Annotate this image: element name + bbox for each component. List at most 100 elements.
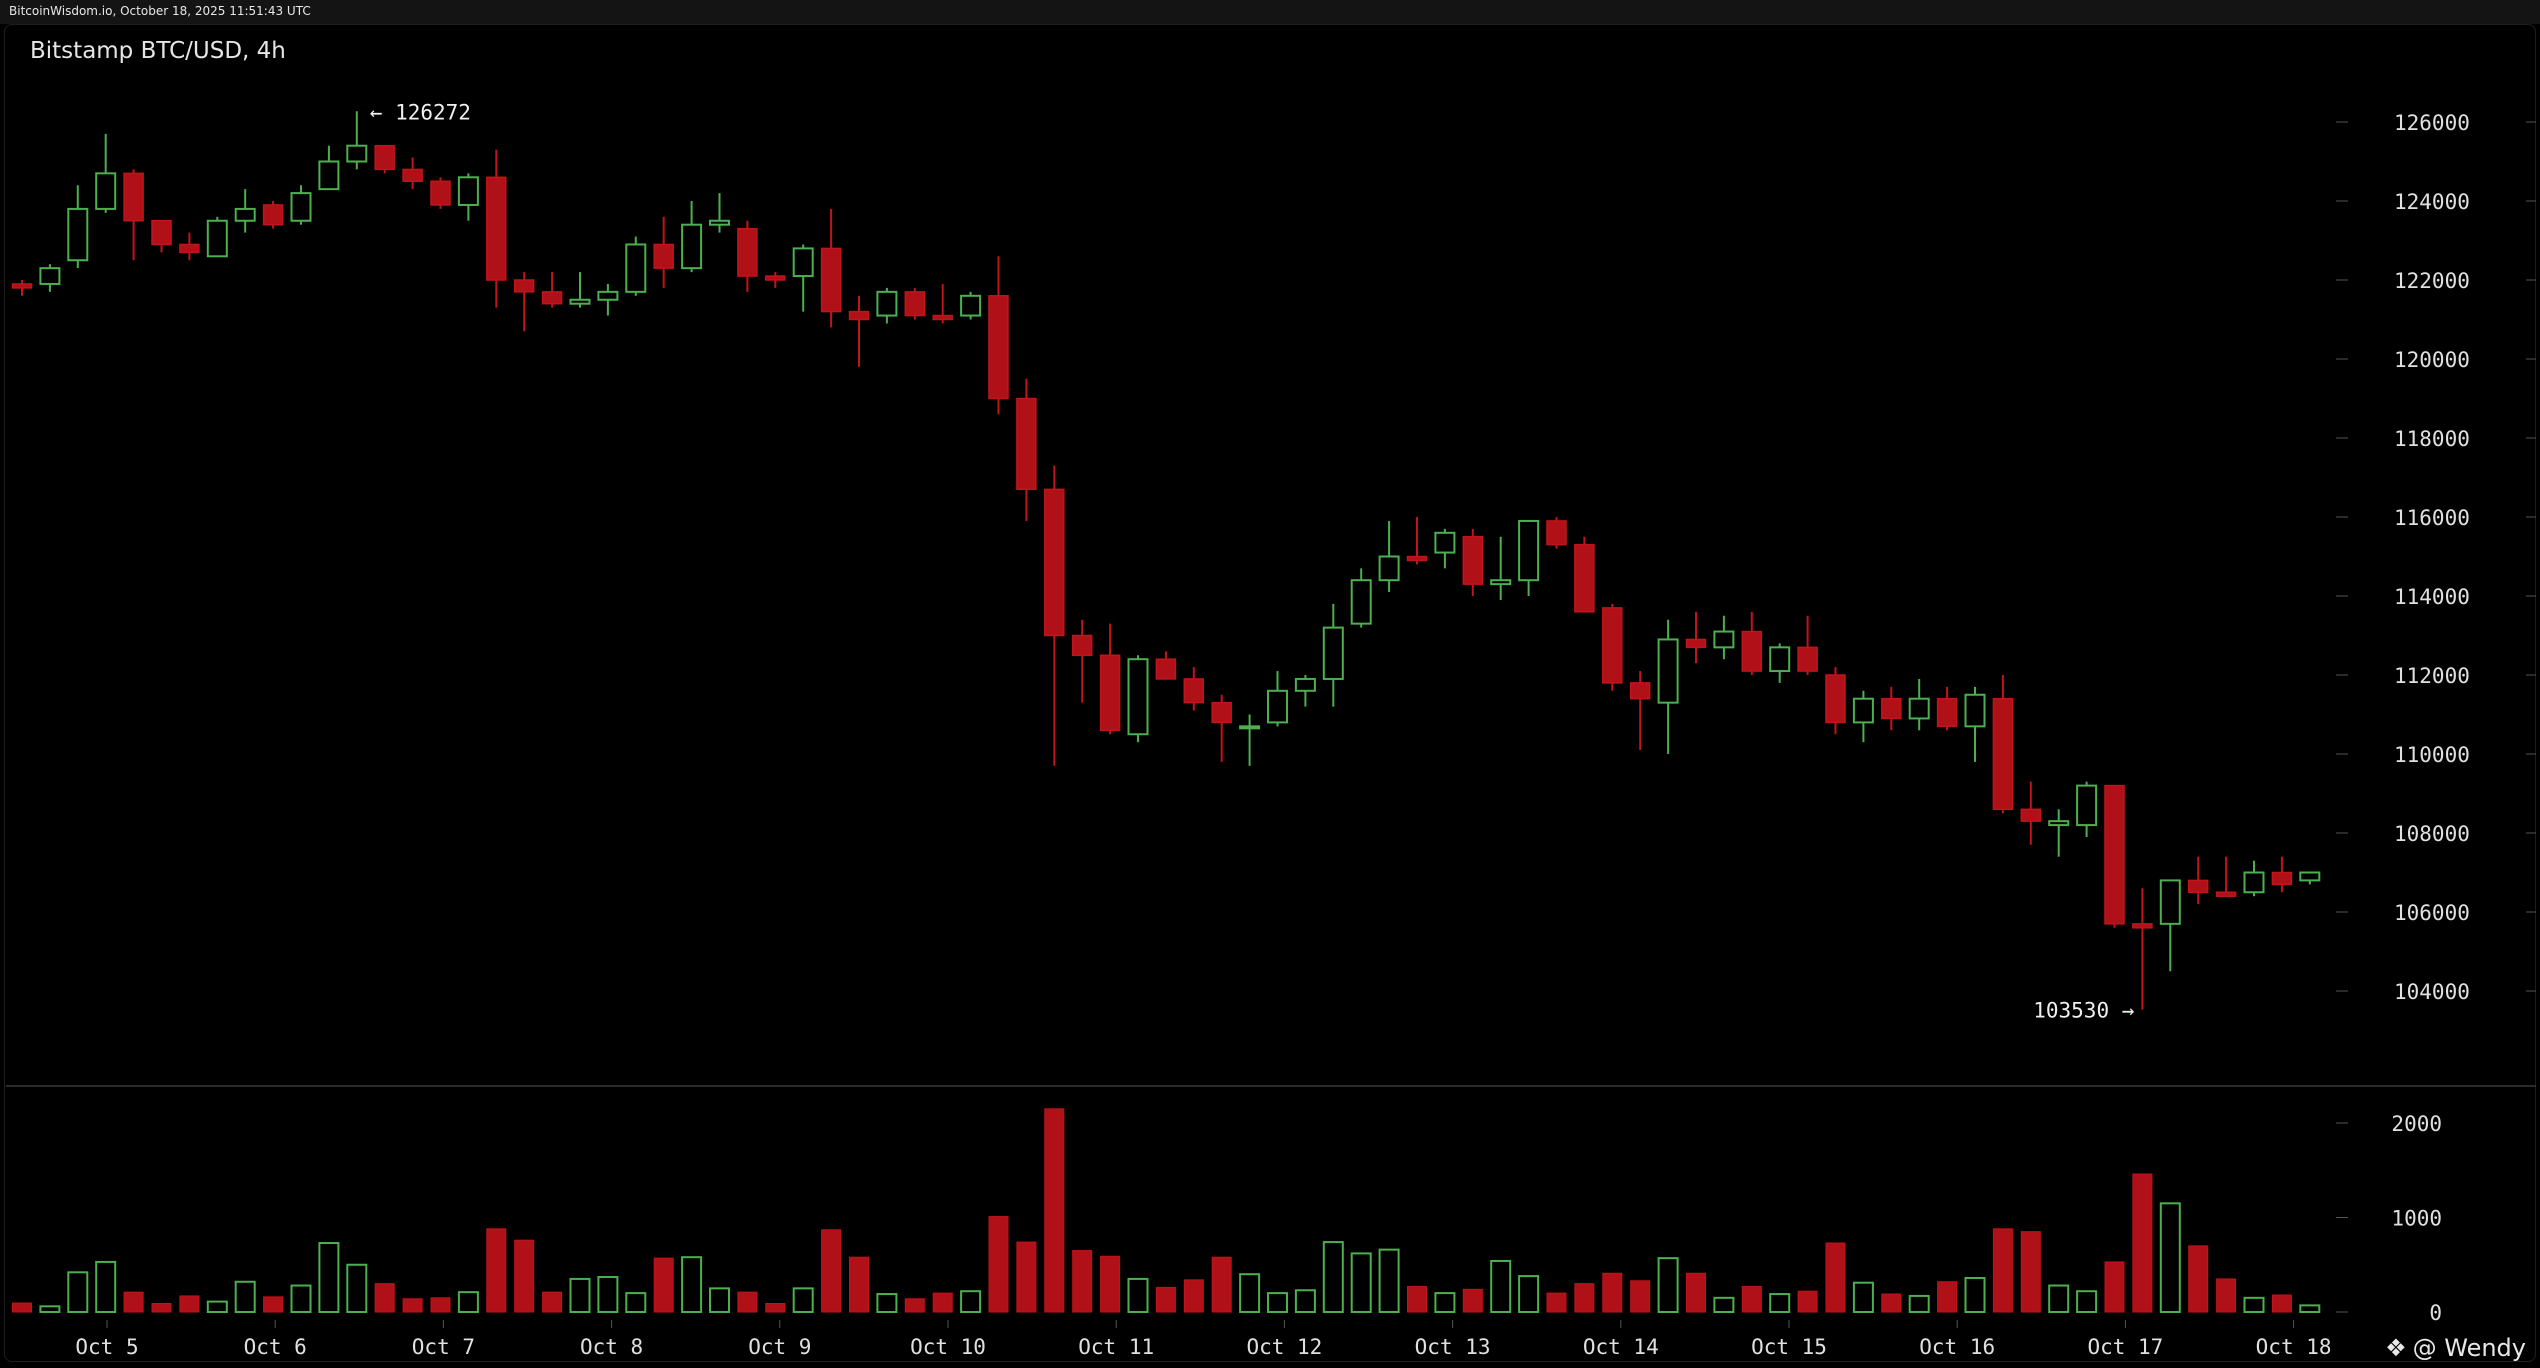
volume-bar-down	[1937, 1281, 1958, 1313]
volume-bar-up	[1350, 1252, 1372, 1314]
candle-body-up	[1434, 531, 1456, 554]
volume-bar-up	[1378, 1248, 1400, 1314]
candle-body-down	[653, 243, 674, 269]
candle-body-up	[1239, 725, 1261, 730]
time-tick-label: Oct 14	[1583, 1335, 1659, 1359]
time-tick-label: Oct 8	[580, 1335, 643, 1359]
price-tick-label: 114000	[2394, 585, 2470, 609]
volume-bar-down	[2020, 1231, 2041, 1313]
price-tick-label: 116000	[2394, 506, 2470, 530]
volume-bar-down	[821, 1229, 842, 1313]
price-tick-label: 122000	[2394, 269, 2470, 293]
candle-body-up	[1518, 519, 1540, 582]
candle-body-up	[1322, 626, 1344, 680]
volume-bar-down	[1072, 1250, 1093, 1313]
volume-bar-down	[1797, 1290, 1818, 1313]
volume-bar-down	[1407, 1285, 1427, 1313]
chart-title: Bitstamp BTC/USD, 4h	[30, 38, 286, 64]
candle-body-down	[1685, 638, 1707, 649]
watermark-text: @ Wendy	[2412, 1334, 2526, 1362]
volume-bar-down	[514, 1239, 535, 1313]
candle-body-down	[2215, 891, 2237, 897]
volume-bar-up	[2048, 1284, 2070, 1314]
volume-bar-up	[234, 1280, 256, 1314]
volume-bar-up	[2243, 1296, 2265, 1313]
candle-body-down	[1211, 701, 1232, 724]
candle-body-down	[486, 176, 507, 281]
time-tick-label: Oct 6	[244, 1335, 307, 1359]
volume-bar-down	[1211, 1256, 1232, 1313]
volume-bar-up	[681, 1256, 703, 1313]
volume-tick-label: 2000	[2391, 1112, 2442, 1136]
candle-body-down	[820, 247, 842, 313]
candle-body-down	[1741, 630, 1763, 672]
candle-body-up	[234, 207, 256, 222]
watermark: ❖ @ Wendy	[2385, 1334, 2526, 1362]
candle-body-down	[2132, 923, 2153, 929]
volume-bar-up	[569, 1277, 591, 1314]
volume-bar-down	[1992, 1228, 2013, 1313]
candle-body-up	[2243, 871, 2265, 894]
price-tick-label: 126000	[2394, 111, 2470, 135]
volume-bar-up	[290, 1284, 312, 1314]
volume-bar-up	[346, 1263, 368, 1313]
candle-body-up	[1657, 638, 1679, 704]
volume-bar-down	[12, 1302, 32, 1313]
volume-bar-down	[2216, 1278, 2237, 1313]
time-tick-label: Oct 11	[1078, 1335, 1154, 1359]
candle-body-down	[1406, 555, 1428, 562]
volume-bar-down	[1602, 1272, 1623, 1313]
volume-bar-up	[597, 1276, 619, 1314]
candle-body-up	[960, 294, 982, 317]
candle-body-down	[932, 314, 953, 321]
volume-bar-down	[2271, 1294, 2292, 1313]
volume-bar-up	[95, 1260, 117, 1314]
candle-body-down	[737, 227, 758, 277]
price-tick-label: 120000	[2394, 348, 2470, 372]
volume-bar-down	[1044, 1108, 1065, 1313]
volume-bar-down	[1741, 1285, 1762, 1313]
volume-bar-down	[849, 1256, 869, 1313]
candle-body-down	[2104, 784, 2125, 925]
price-tick-label: 106000	[2394, 901, 2470, 925]
price-axis: 104000 106000 108000 110000 112000 114000 1160…	[2336, 111, 2536, 1004]
volume-bar-down	[1686, 1272, 1706, 1313]
candle-body-down	[374, 144, 395, 171]
candle-body-down	[988, 295, 1009, 400]
time-tick-label: Oct 12	[1246, 1335, 1322, 1359]
volume-bar-down	[765, 1302, 786, 1313]
candle-body-up	[346, 144, 368, 163]
volume-bar-up	[1657, 1257, 1679, 1314]
volume-bars	[12, 1108, 2321, 1314]
price-tick-label: 118000	[2394, 427, 2470, 451]
candle-body-up	[2048, 820, 2070, 827]
volume-bar-up	[1239, 1273, 1261, 1313]
candle-body-up	[457, 176, 479, 206]
candle-body-up	[792, 247, 814, 278]
candle-body-down	[1546, 520, 1567, 546]
candle-body-up	[1294, 677, 1316, 692]
volume-tick-label: 1000	[2391, 1207, 2442, 1231]
candle-body-up	[95, 172, 117, 210]
candle-body-down	[1071, 634, 1093, 656]
candle-body-down	[2271, 871, 2293, 886]
volume-bar-down	[1630, 1280, 1651, 1313]
volume-bar-down	[1546, 1292, 1567, 1313]
candle-body-up	[1267, 689, 1288, 724]
volume-bar-down	[1825, 1242, 1846, 1313]
candle-body-down	[11, 283, 33, 289]
volume-bar-down	[263, 1296, 284, 1313]
price-tick-label: 110000	[2394, 743, 2470, 767]
candle-body-up	[1769, 646, 1791, 673]
candle-body-down	[848, 310, 870, 321]
volume-bar-up	[960, 1290, 982, 1313]
volume-bar-down	[179, 1295, 200, 1313]
candle-body-up	[2076, 784, 2098, 827]
volume-bar-down	[486, 1228, 507, 1313]
volume-bar-down	[653, 1257, 674, 1313]
candle-body-down	[1016, 397, 1037, 491]
candle-body-down	[2187, 879, 2209, 894]
volume-bar-down	[932, 1292, 953, 1313]
volume-bar-down	[2188, 1245, 2209, 1313]
